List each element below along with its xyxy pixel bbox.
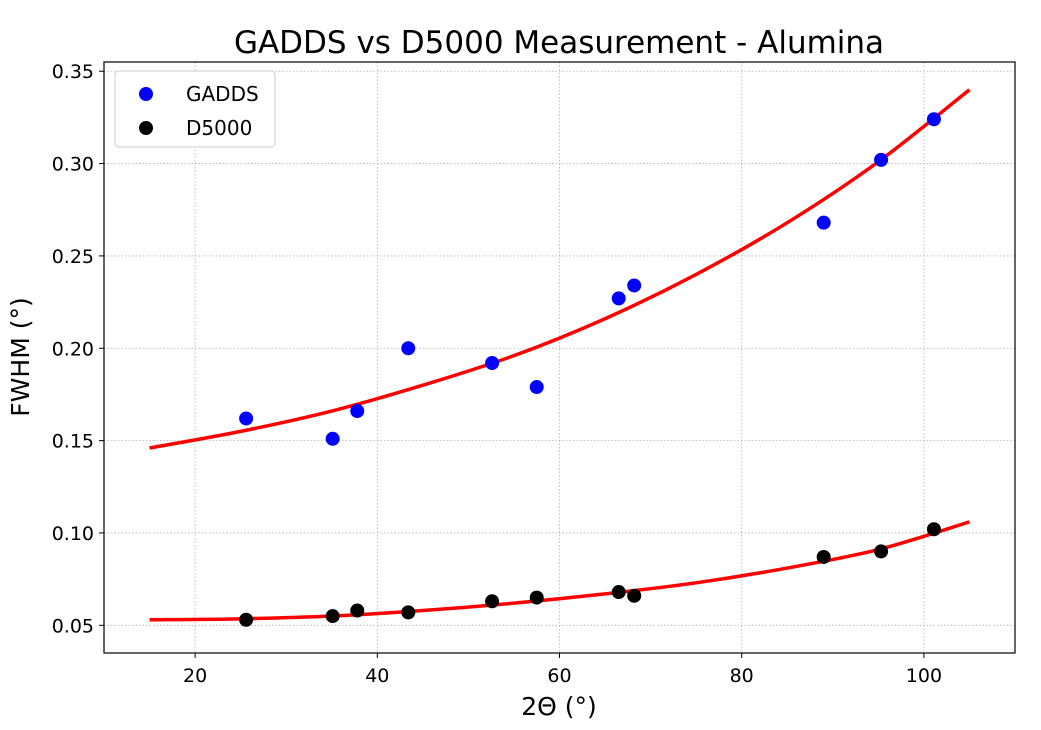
gadds-point — [926, 112, 941, 127]
gadds-point — [529, 380, 544, 395]
legend-gadds-marker — [139, 87, 153, 101]
d5000-point — [325, 609, 340, 624]
fit-curve-1 — [149, 88, 971, 450]
y-tick-label: 0.25 — [52, 246, 94, 268]
y-tick-label: 0.30 — [52, 154, 94, 176]
d5000-point — [926, 522, 941, 537]
axis-ticks: 20 40 60 80 100 0.05 0.10 0.15 0.20 0.25 0.30 0.35 — [52, 61, 942, 687]
gadds-point — [611, 291, 626, 306]
d5000-point — [874, 544, 889, 559]
y-axis-label: FWHM (°) — [6, 297, 35, 416]
gadds-point — [874, 152, 889, 167]
legend: GADDS D5000 — [114, 70, 276, 148]
gadds-point — [350, 404, 365, 419]
d5000-point — [401, 605, 416, 620]
fit-curve-2 — [149, 520, 970, 622]
x-tick-label: 100 — [906, 665, 942, 687]
fit-curves — [149, 88, 971, 622]
gadds-point — [401, 341, 416, 356]
legend-d5000-label: D5000 — [186, 116, 252, 140]
x-tick-label: 60 — [547, 665, 571, 687]
x-tick-label: 80 — [730, 665, 754, 687]
y-tick-label: 0.15 — [52, 431, 94, 453]
gadds-point — [485, 356, 500, 371]
data-points — [239, 112, 941, 627]
x-tick-label: 40 — [365, 665, 389, 687]
gadds-point — [627, 278, 642, 293]
d5000-point — [350, 603, 365, 618]
y-tick-label: 0.20 — [52, 338, 94, 360]
d5000-point — [485, 594, 500, 609]
legend-gadds-label: GADDS — [186, 82, 259, 106]
d5000-point — [627, 588, 642, 603]
d5000-point — [239, 612, 254, 627]
grid — [104, 62, 1015, 653]
gadds-point — [816, 215, 831, 230]
y-tick-label: 0.05 — [52, 615, 94, 637]
x-tick-label: 20 — [183, 665, 207, 687]
gadds-point — [239, 411, 254, 426]
d5000-point — [529, 590, 544, 605]
y-tick-label: 0.10 — [52, 523, 94, 545]
y-tick-label: 0.35 — [52, 61, 94, 83]
d5000-point — [611, 585, 626, 600]
legend-d5000-marker — [139, 121, 153, 135]
d5000-point — [816, 549, 831, 564]
x-axis-label: 2Θ (°) — [521, 692, 597, 721]
chart-title: GADDS vs D5000 Measurement - Alumina — [234, 25, 884, 61]
legend-box — [114, 70, 276, 148]
gadds-point — [325, 431, 340, 446]
